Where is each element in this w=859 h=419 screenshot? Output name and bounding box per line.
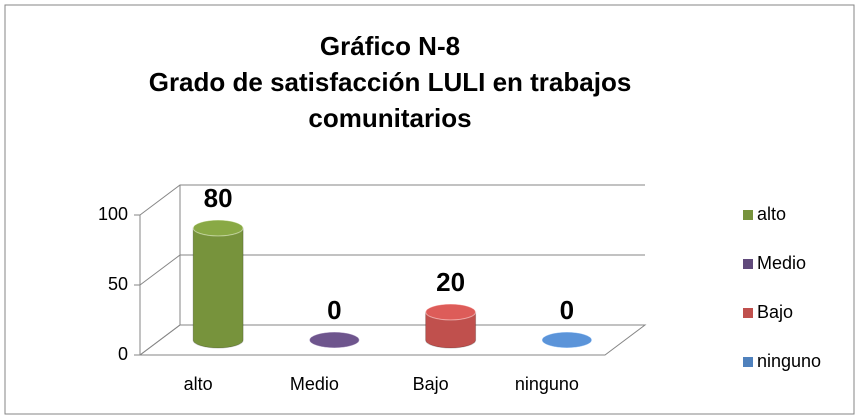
grid-line [139, 184, 645, 216]
legend-swatch [743, 210, 753, 220]
bar [192, 219, 244, 349]
chart-title: Gráfico N-8 [319, 31, 461, 61]
y-tick-label: 0 [118, 344, 128, 364]
bar-top [308, 331, 360, 349]
legend-label: ninguno [757, 351, 821, 371]
bar-top [425, 303, 477, 321]
grid-line [139, 254, 645, 286]
x-tick-label: Medio [290, 374, 339, 394]
x-tick-label: Bajo [413, 374, 449, 394]
bar-body [425, 311, 477, 349]
bar [308, 331, 360, 349]
value-label: 0 [560, 295, 574, 325]
legend-swatch [743, 259, 753, 269]
legend-swatch [743, 357, 753, 367]
bar-top [541, 331, 593, 349]
bar [425, 303, 477, 349]
legend-label: alto [757, 204, 786, 224]
bar-body [192, 227, 244, 349]
bar [541, 331, 593, 349]
value-label: 20 [436, 267, 465, 297]
chart-subtitle: Grado de satisfacción LULI en trabajos c… [148, 67, 632, 133]
bar-top [192, 219, 244, 237]
legend-label: Bajo [757, 302, 793, 322]
y-tick-label: 50 [108, 274, 128, 294]
grid-line [139, 324, 645, 356]
value-label: 0 [327, 295, 341, 325]
legend-label: Medio [757, 253, 806, 273]
x-tick-label: alto [184, 374, 213, 394]
legend-swatch [743, 308, 753, 318]
title-block: Gráfico N-8 Grado de satisfacción LULI e… [130, 28, 650, 136]
x-tick-label: ninguno [515, 374, 579, 394]
y-tick-label: 100 [98, 204, 128, 224]
chart-border [4, 4, 855, 415]
value-label: 80 [204, 183, 233, 213]
